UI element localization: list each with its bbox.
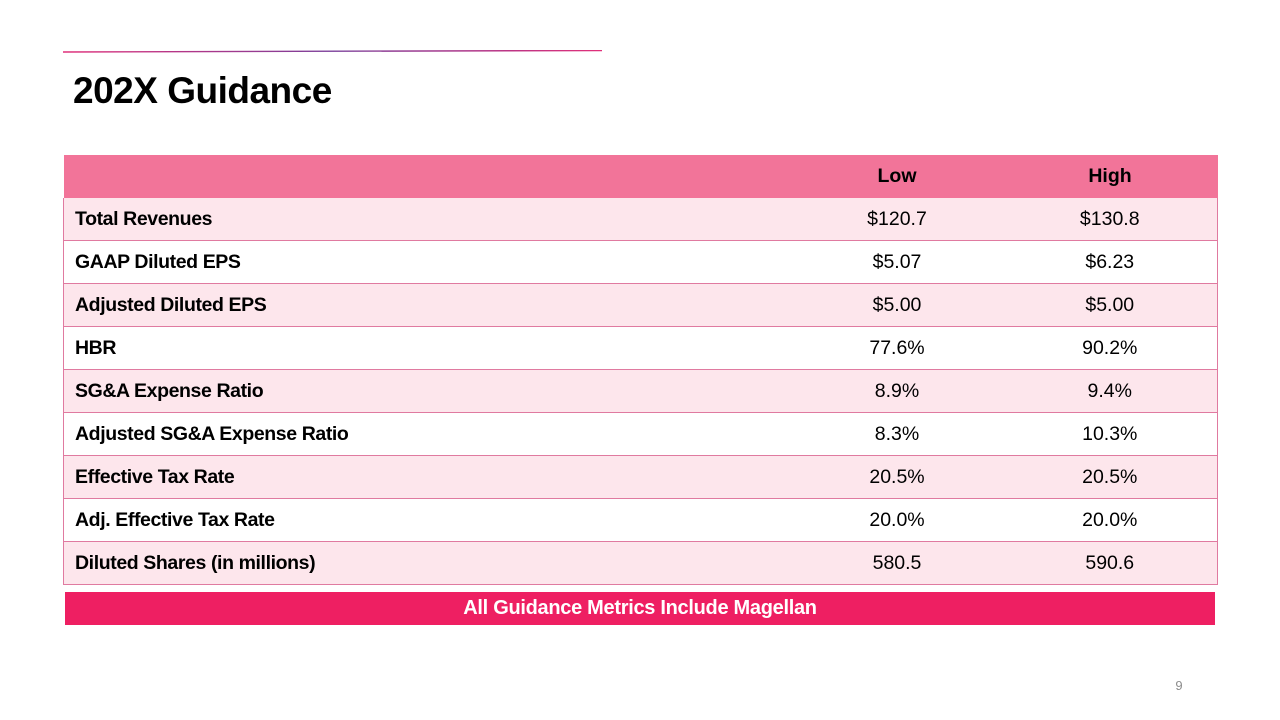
table-row: Total Revenues $120.7 $130.8: [63, 198, 1218, 241]
column-header-high: High: [1002, 155, 1218, 198]
row-high-value: $6.23: [1002, 240, 1218, 284]
table-row: SG&A Expense Ratio 8.9% 9.4%: [63, 369, 1218, 413]
row-high-value: 10.3%: [1002, 412, 1218, 456]
row-high-value: 20.0%: [1002, 498, 1218, 542]
row-metric-label: SG&A Expense Ratio: [63, 369, 792, 413]
row-metric-label: Adjusted Diluted EPS: [63, 283, 792, 327]
row-high-value: 90.2%: [1002, 326, 1218, 370]
page-title: 202X Guidance: [73, 70, 332, 111]
row-high-value: $5.00: [1002, 283, 1218, 327]
table-header-row: Low High: [63, 155, 1218, 198]
row-high-value: 9.4%: [1002, 369, 1218, 413]
table-row: Effective Tax Rate 20.5% 20.5%: [63, 455, 1218, 499]
title-accent-line: [63, 50, 602, 53]
note-banner: All Guidance Metrics Include Magellan: [65, 592, 1215, 625]
row-low-value: 8.9%: [791, 369, 1003, 413]
column-header-low: Low: [791, 155, 1003, 198]
table-row: HBR 77.6% 90.2%: [63, 326, 1218, 370]
row-high-value: 590.6: [1002, 541, 1218, 585]
column-header-metric: [63, 155, 792, 198]
row-low-value: 77.6%: [791, 326, 1003, 370]
row-low-value: 580.5: [791, 541, 1003, 585]
row-high-value: $130.8: [1002, 198, 1218, 241]
guidance-table: Low High Total Revenues $120.7 $130.8 GAAP …: [63, 155, 1218, 585]
row-low-value: $120.7: [791, 198, 1003, 241]
row-metric-label: Adj. Effective Tax Rate: [63, 498, 792, 542]
row-low-value: $5.00: [791, 283, 1003, 327]
table-row: Adjusted Diluted EPS $5.00 $5.00: [63, 283, 1218, 327]
table-row: Adj. Effective Tax Rate 20.0% 20.0%: [63, 498, 1218, 542]
row-metric-label: Diluted Shares (in millions): [63, 541, 792, 585]
row-low-value: $5.07: [791, 240, 1003, 284]
row-metric-label: Total Revenues: [63, 198, 792, 241]
table-row: GAAP Diluted EPS $5.07 $6.23: [63, 240, 1218, 284]
row-metric-label: GAAP Diluted EPS: [63, 240, 792, 284]
table-body: Total Revenues $120.7 $130.8 GAAP Diluted E…: [63, 198, 1218, 585]
page-number: 9: [1175, 678, 1183, 693]
row-high-value: 20.5%: [1002, 455, 1218, 499]
row-metric-label: Effective Tax Rate: [63, 455, 792, 499]
row-metric-label: Adjusted SG&A Expense Ratio: [63, 412, 792, 456]
row-low-value: 8.3%: [791, 412, 1003, 456]
table-row: Adjusted SG&A Expense Ratio 8.3% 10.3%: [63, 412, 1218, 456]
row-low-value: 20.0%: [791, 498, 1003, 542]
row-low-value: 20.5%: [791, 455, 1003, 499]
table-row: Diluted Shares (in millions) 580.5 590.6: [63, 541, 1218, 585]
row-metric-label: HBR: [63, 326, 792, 370]
